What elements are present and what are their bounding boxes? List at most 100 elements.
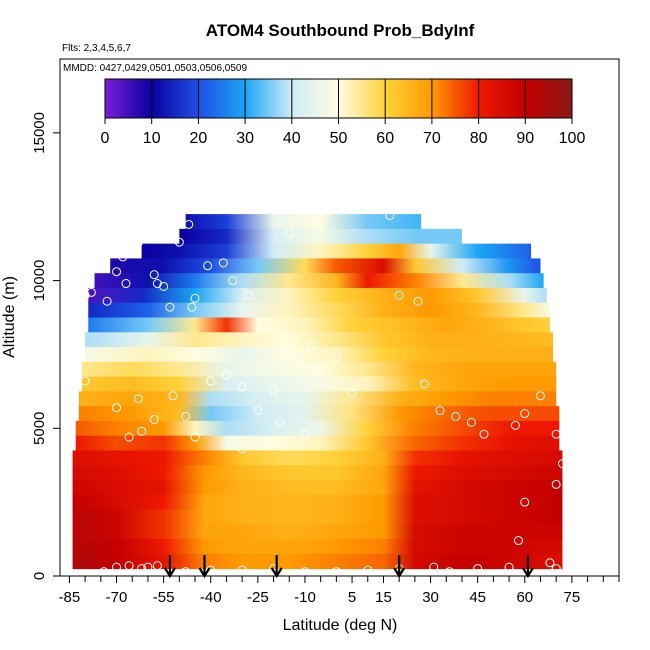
- sample-point: [228, 276, 238, 286]
- sample-point: [137, 426, 147, 436]
- sample-point: [184, 219, 194, 229]
- heatmap-row: [72, 494, 563, 511]
- colorbar-tick-label: 100: [559, 130, 586, 147]
- sample-point: [466, 417, 476, 427]
- sample-point: [557, 459, 567, 469]
- heatmap-row: [72, 450, 563, 466]
- heatmap-row: [88, 287, 547, 304]
- heatmap-row: [72, 524, 563, 540]
- colorbar-tick-label: 40: [283, 130, 301, 147]
- heatmap-row: [110, 258, 541, 274]
- sample-point: [322, 208, 332, 218]
- heatmap-row: [141, 243, 532, 259]
- sample-point: [112, 562, 122, 572]
- sample-point: [347, 388, 357, 398]
- heatmap-row: [88, 302, 550, 318]
- colorbar-tick-label: 30: [236, 130, 254, 147]
- x-tick-label: 30: [422, 589, 439, 606]
- x-tick-label: -55: [153, 589, 175, 606]
- sample-point: [80, 290, 90, 300]
- colorbar-tick-label: 20: [190, 130, 208, 147]
- y-axis: 0 5000 10000 15000: [31, 112, 60, 580]
- heatmap-row: [85, 347, 554, 363]
- sample-point: [143, 219, 153, 229]
- heatmap-row: [75, 435, 560, 451]
- heatmap-row: [72, 479, 563, 496]
- sample-point: [181, 411, 191, 421]
- colorbar: 0 10 20 30 40 50 60 70 80 90 100: [101, 78, 586, 147]
- colorbar-tick-label: 10: [143, 130, 161, 147]
- sample-point: [551, 564, 561, 574]
- sample-point: [243, 290, 253, 300]
- colorbar-tick-label: 60: [376, 130, 394, 147]
- sample-point: [218, 258, 228, 268]
- heatmap-row: [81, 376, 557, 392]
- sample-point: [551, 429, 561, 439]
- heatmap-row: [85, 332, 554, 348]
- heatmap-row: [88, 317, 550, 333]
- sample-point: [551, 479, 561, 489]
- sample-point: [284, 228, 294, 238]
- sample-point: [149, 270, 159, 280]
- sample-point: [385, 211, 395, 221]
- x-tick-label: -10: [294, 589, 316, 606]
- sample-point: [112, 403, 122, 413]
- heatmap: [72, 214, 563, 570]
- y-tick-label: 10000: [31, 260, 48, 302]
- sample-point: [237, 565, 247, 575]
- sample-point: [535, 391, 545, 401]
- y-tick-label: 5000: [31, 412, 48, 445]
- chart-title: ATOM4 Southbound Prob_BdyInf: [206, 21, 475, 40]
- sample-point: [86, 287, 96, 297]
- sample-point: [473, 564, 483, 574]
- sample-point: [102, 296, 112, 306]
- x-tick-label: 15: [375, 589, 392, 606]
- colorbar-tick-label: 50: [330, 130, 348, 147]
- sample-point: [137, 564, 147, 574]
- sample-point: [510, 420, 520, 430]
- sample-point: [221, 370, 231, 380]
- heatmap-row: [179, 228, 462, 245]
- x-tick-label: -40: [200, 589, 222, 606]
- sample-point: [275, 417, 285, 427]
- y-axis-label: Altitude (m): [1, 276, 18, 358]
- y-tick-label: 15000: [31, 112, 48, 154]
- sample-point: [168, 391, 178, 401]
- sample-point: [269, 385, 279, 395]
- heatmap-row: [81, 361, 557, 378]
- sample-point: [187, 302, 197, 312]
- sample-point: [520, 409, 530, 419]
- y-tick-label: 0: [31, 572, 48, 580]
- sample-point: [112, 267, 122, 277]
- x-tick-label: -70: [106, 589, 128, 606]
- x-tick-label: -25: [247, 589, 269, 606]
- flights-note: Flts: 2,3,4,5,6,7: [62, 43, 131, 54]
- sample-point: [124, 561, 134, 571]
- heatmap-row: [78, 391, 557, 407]
- sample-point: [451, 411, 461, 421]
- sample-point: [294, 352, 304, 362]
- sample-point: [159, 281, 169, 291]
- sample-point: [190, 432, 200, 442]
- sample-point: [206, 376, 216, 386]
- sample-point: [413, 296, 423, 306]
- sample-point: [394, 290, 404, 300]
- sample-point: [504, 562, 514, 572]
- mmdd-note: MMDD: 0427,0429,0501,0503,0506,0509: [63, 63, 247, 74]
- sample-point: [237, 444, 247, 454]
- sample-point: [435, 406, 445, 416]
- sample-point: [253, 406, 263, 416]
- sample-point: [124, 432, 134, 442]
- sample-points: [80, 208, 567, 576]
- heatmap-row: [94, 273, 544, 289]
- colorbar-tick-label: 70: [423, 130, 441, 147]
- x-tick-label: -85: [59, 589, 81, 606]
- sample-point: [419, 379, 429, 389]
- sample-point: [479, 429, 489, 439]
- sample-point: [134, 394, 144, 404]
- sample-point: [149, 414, 159, 424]
- colorbar-tick-label: 0: [101, 130, 110, 147]
- sample-point: [237, 382, 247, 392]
- sample-point: [300, 429, 310, 439]
